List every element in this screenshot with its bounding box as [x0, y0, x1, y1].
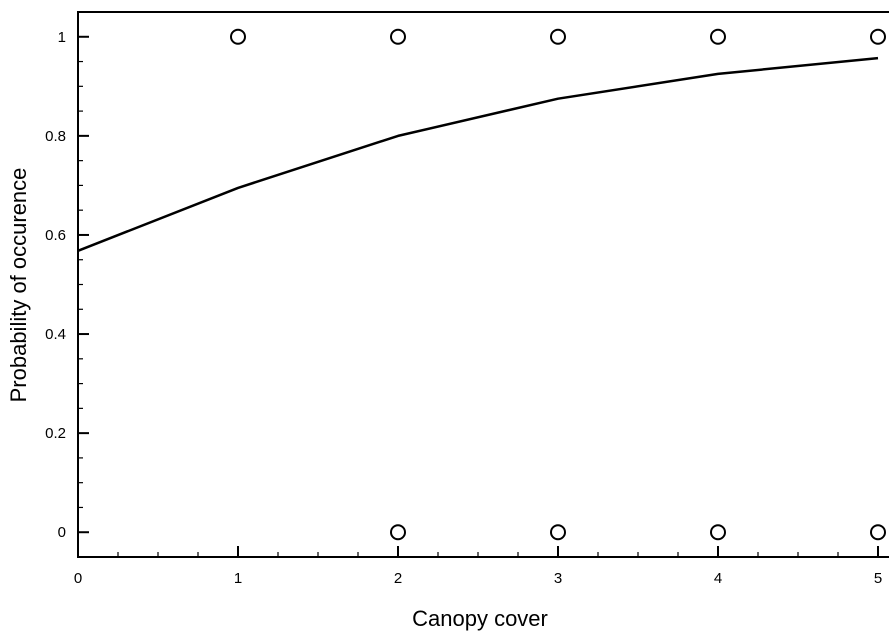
data-point [550, 524, 566, 541]
y-tick-label: 0.8 [45, 128, 66, 145]
y-tick-label: 1 [58, 29, 66, 46]
y-axis-title: Probability of occurence [6, 168, 31, 403]
fitted-curve [77, 56, 879, 252]
y-tick-label: 0.2 [45, 425, 66, 442]
plot-border [77, 11, 889, 558]
y-tick-label: 0.4 [45, 326, 66, 343]
x-tick-label: 3 [554, 570, 562, 587]
x-tick-label: 0 [74, 570, 82, 587]
y-axis: 0 0.2 0.4 0.6 0.8 1 [45, 29, 89, 541]
x-tick-label: 4 [714, 570, 722, 587]
y-tick-label: 0.6 [45, 227, 66, 244]
series-layer [77, 28, 886, 541]
plot-frame [77, 11, 889, 558]
x-tick-label: 1 [234, 570, 242, 587]
data-point [710, 28, 726, 45]
data-point [710, 524, 726, 541]
x-axis-title: Canopy cover [412, 606, 548, 631]
x-axis: 0 1 2 3 4 5 [74, 546, 882, 587]
data-point [230, 28, 246, 45]
data-point [550, 28, 566, 45]
data-point [390, 28, 406, 45]
data-point [390, 524, 406, 541]
data-point [870, 28, 886, 45]
x-tick-label: 5 [874, 570, 882, 587]
data-point [870, 524, 886, 541]
y-tick-label: 0 [58, 524, 66, 541]
x-tick-label: 2 [394, 570, 402, 587]
